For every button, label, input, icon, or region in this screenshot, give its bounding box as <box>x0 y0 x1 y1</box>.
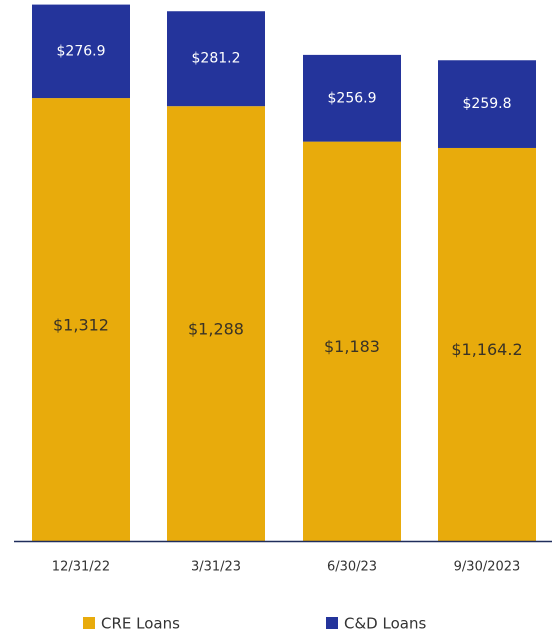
legend: CRE Loans C&D Loans <box>83 615 426 633</box>
x-tick-label: 12/31/22 <box>52 560 110 575</box>
x-tick-label: 9/30/2023 <box>454 560 521 575</box>
bar-cre-loans <box>303 141 401 541</box>
legend-label: CRE Loans <box>101 615 180 633</box>
legend-swatch <box>83 617 95 629</box>
bar-label-cd-loans: $276.9 <box>57 43 106 59</box>
bar-label-cd-loans: $281.2 <box>192 51 241 67</box>
bar-label-cre-loans: $1,288 <box>188 320 244 339</box>
bar-cre-loans <box>167 106 265 541</box>
bar-label-cre-loans: $1,164.2 <box>451 340 522 359</box>
bar-label-cd-loans: $259.8 <box>463 96 512 112</box>
bars-group: $1,312 $276.9 $1,288 $281.2 $1,183 $256.9 $1,1… <box>32 4 536 542</box>
x-tick-label: 3/31/23 <box>191 560 241 575</box>
bar-cre-loans <box>438 147 536 542</box>
x-tick-labels: 12/31/22 3/31/23 6/30/23 9/30/2023 <box>52 560 521 575</box>
x-tick-label: 6/30/23 <box>327 560 377 575</box>
bar-label-cre-loans: $1,183 <box>324 337 380 356</box>
bar-cre-loans <box>32 98 130 542</box>
bar-label-cre-loans: $1,312 <box>53 316 109 335</box>
legend-swatch <box>326 617 338 629</box>
bar-cd-loans <box>167 11 265 107</box>
bar-cd-loans <box>303 54 401 142</box>
bar-cd-loans <box>32 4 130 99</box>
bar-label-cd-loans: $256.9 <box>328 90 377 106</box>
bar-cd-loans <box>438 60 536 148</box>
legend-label: C&D Loans <box>344 615 426 633</box>
